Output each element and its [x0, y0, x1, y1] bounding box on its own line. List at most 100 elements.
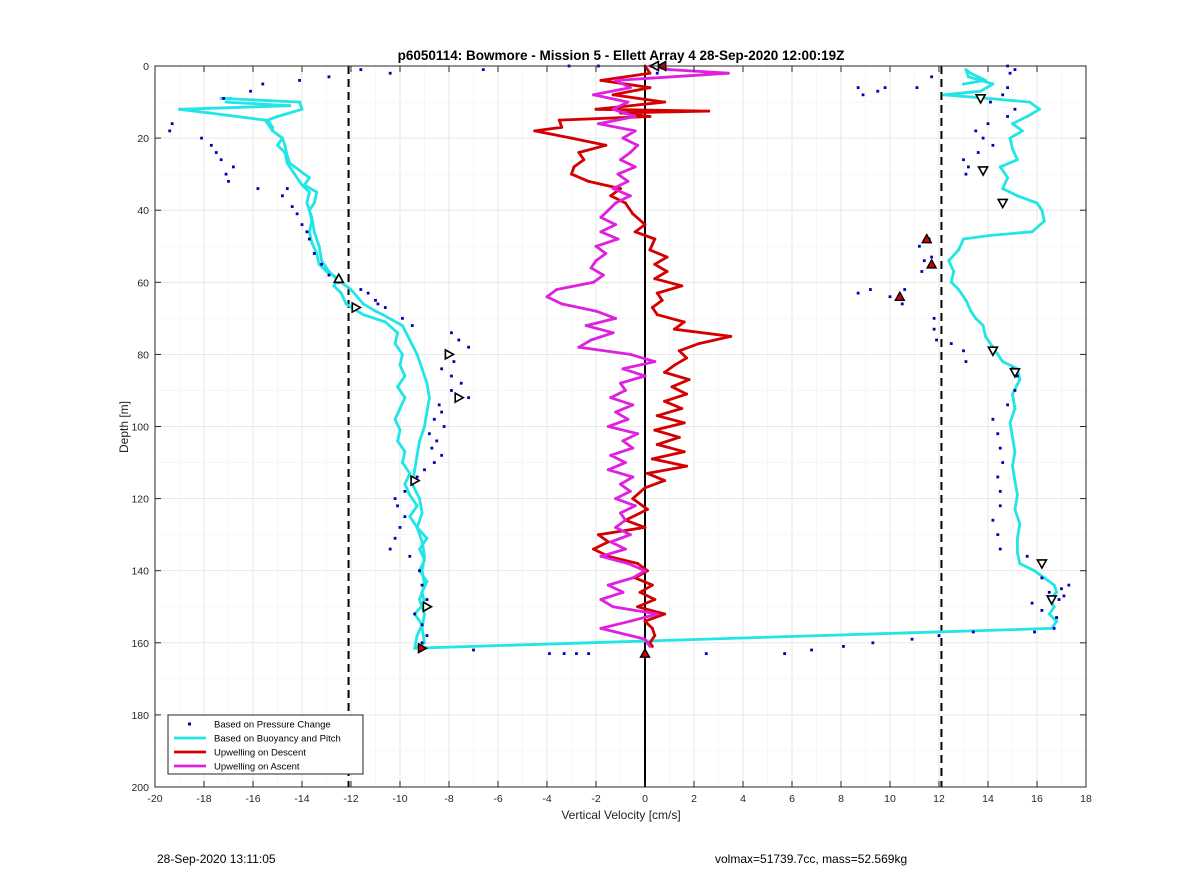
series-point: [415, 504, 419, 508]
pressure-point: [418, 569, 421, 573]
series-point: [584, 324, 588, 328]
pressure-point: [403, 489, 407, 493]
series-point: [650, 583, 654, 587]
series-point: [1013, 479, 1017, 483]
pressure-point: [388, 71, 392, 75]
series-line-upwelling-on-ascent: [545, 64, 730, 648]
x-tick-label: 2: [691, 793, 697, 805]
pressure-point: [261, 82, 265, 86]
series-point: [623, 461, 627, 465]
hollow-triangle-marker: [974, 94, 987, 105]
series-point: [271, 125, 275, 129]
series-point: [325, 269, 328, 273]
pressure-point: [883, 86, 887, 90]
pressure-point: [232, 165, 235, 169]
series-point: [653, 262, 657, 266]
pressure-point: [307, 237, 311, 241]
series-point: [663, 612, 667, 616]
series-point: [408, 493, 412, 497]
series-point: [1013, 507, 1017, 511]
series-point: [621, 367, 625, 371]
pressure-point: [1006, 403, 1009, 407]
pressure-point: [432, 417, 436, 421]
hollow-triangle-marker: [454, 391, 465, 404]
series-point: [393, 342, 397, 346]
series-point: [263, 118, 267, 122]
pressure-point: [401, 316, 404, 320]
series-point: [413, 468, 417, 472]
series-point: [628, 533, 632, 537]
series-point: [599, 78, 603, 82]
series-point: [400, 324, 404, 328]
series-point: [596, 122, 600, 126]
pressure-point: [295, 212, 299, 216]
series-point: [224, 100, 228, 104]
y-tick-label: 40: [137, 205, 149, 217]
series-point: [1055, 590, 1059, 594]
series-point: [969, 309, 973, 313]
series-point: [300, 107, 304, 111]
series-point: [614, 525, 618, 529]
pressure-point: [962, 158, 965, 162]
pressure-point: [457, 338, 461, 342]
series-point: [408, 338, 412, 342]
series-point: [663, 479, 667, 483]
pressure-point: [861, 93, 865, 97]
series-point: [1008, 136, 1012, 140]
series-point: [1018, 522, 1022, 526]
x-tick-label: -16: [245, 793, 260, 805]
series-point: [645, 507, 649, 511]
series-point: [631, 475, 635, 479]
legend-box: [167, 714, 364, 775]
series-point: [633, 230, 637, 234]
series-point: [1011, 122, 1014, 126]
series-point: [1015, 194, 1019, 198]
series-point: [663, 399, 667, 403]
pressure-point: [388, 547, 392, 551]
pressure-point: [1001, 461, 1005, 464]
pressure-point: [442, 425, 446, 428]
series-point: [604, 143, 608, 147]
pressure-point: [1055, 616, 1058, 619]
series-point: [645, 471, 649, 475]
pressure-point: [327, 273, 331, 277]
series-point: [420, 367, 424, 371]
series-point: [288, 161, 292, 165]
hollow-triangle-marker: [1036, 559, 1048, 570]
series-point: [418, 497, 422, 501]
series-point: [697, 342, 701, 346]
series-point: [631, 212, 635, 216]
series-point: [628, 151, 632, 155]
series-point: [594, 309, 598, 313]
pressure-point: [930, 255, 934, 259]
series-point: [396, 331, 400, 335]
series-point: [707, 109, 711, 113]
series-point: [400, 461, 404, 465]
series-point: [1018, 378, 1022, 382]
series-point: [403, 450, 407, 454]
series-point: [606, 468, 610, 472]
series-point: [677, 349, 681, 353]
series-point: [1015, 493, 1019, 497]
series-point: [533, 129, 537, 133]
series-point: [653, 428, 657, 432]
pressure-point: [452, 360, 456, 364]
pressure-point: [425, 634, 429, 637]
series-point: [427, 396, 431, 400]
series-point: [653, 598, 657, 602]
pressure-point: [1008, 71, 1012, 75]
pressure-point: [1040, 608, 1044, 612]
pressure-point: [383, 306, 387, 309]
pressure-point: [986, 122, 990, 126]
series-point: [1011, 464, 1014, 468]
pressure-point: [869, 288, 872, 291]
series-point: [643, 525, 647, 529]
series-point: [614, 223, 618, 227]
series-point: [636, 143, 640, 147]
pressure-point: [393, 497, 397, 500]
pressure-point: [450, 374, 453, 378]
pressure-point: [428, 432, 431, 436]
series-point: [276, 143, 279, 147]
series-point: [668, 68, 671, 72]
series-point: [1015, 551, 1019, 555]
